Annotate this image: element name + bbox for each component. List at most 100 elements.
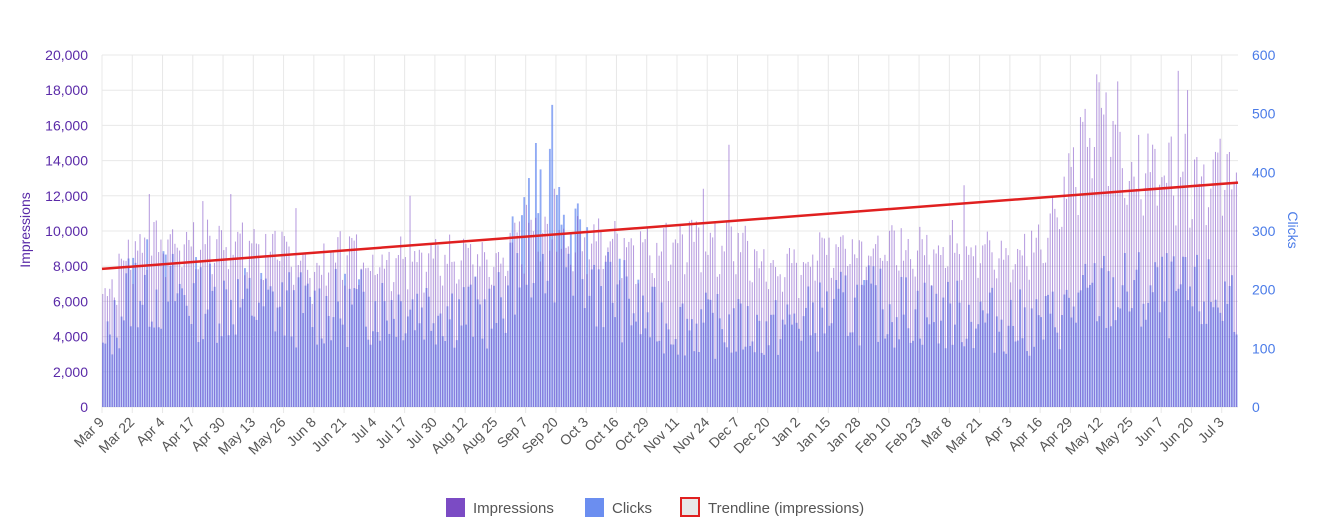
impressions-bar: [1049, 213, 1051, 407]
impressions-bar: [1228, 151, 1230, 407]
impressions-bar: [723, 251, 725, 407]
impressions-bar: [1142, 215, 1144, 407]
impressions-bar: [197, 269, 199, 407]
impressions-bar: [456, 283, 458, 407]
impressions-bar: [1210, 188, 1212, 407]
impressions-bar: [479, 266, 481, 407]
impressions-bar: [616, 233, 618, 407]
impressions-bar: [544, 216, 546, 407]
impressions-bar: [747, 240, 749, 407]
impressions-bar: [255, 243, 257, 407]
impressions-bar: [802, 262, 804, 407]
impressions-bar: [1196, 157, 1198, 407]
impressions-bar: [779, 274, 781, 407]
impressions-bar: [1145, 173, 1147, 407]
impressions-bar: [632, 245, 635, 407]
impressions-bar: [798, 298, 800, 407]
impressions-bar: [1114, 124, 1116, 408]
impressions-bar: [262, 280, 264, 407]
impressions-bar: [176, 247, 178, 407]
impressions-bar: [179, 250, 181, 407]
impressions-bar: [337, 237, 339, 407]
impressions-bar: [1047, 237, 1049, 407]
impressions-bar: [283, 236, 285, 407]
impressions-bar: [202, 201, 204, 407]
impressions-bar: [539, 261, 541, 407]
impressions-bar: [130, 269, 132, 407]
impressions-bar: [102, 293, 104, 407]
impressions-bar: [213, 262, 216, 407]
impressions-bar: [451, 261, 453, 407]
legend-item-impressions[interactable]: Impressions: [446, 498, 554, 517]
impressions-bar: [465, 243, 467, 407]
impressions-bar: [786, 253, 788, 407]
impressions-bar: [472, 264, 474, 407]
impressions-bar: [721, 245, 723, 407]
impressions-bar: [463, 238, 465, 407]
impressions-bar: [998, 258, 1000, 407]
impressions-bar: [416, 262, 418, 407]
impressions-bar: [290, 266, 292, 407]
impressions-bar: [781, 291, 784, 407]
impressions-bar: [556, 251, 558, 407]
impressions-bar: [1112, 120, 1114, 407]
impressions-bar: [232, 254, 234, 407]
impressions-bar: [926, 234, 928, 407]
impressions-bar: [1163, 175, 1165, 407]
impressions-bar: [328, 272, 330, 407]
impressions-bar: [700, 272, 702, 407]
impressions-bar: [1024, 233, 1026, 407]
impressions-bar: [963, 185, 965, 407]
impressions-bar: [351, 237, 353, 407]
impressions-bar: [809, 266, 811, 407]
impressions-bar: [737, 233, 739, 407]
impressions-bar: [749, 280, 751, 407]
impressions-bar: [819, 232, 821, 407]
impressions-bar: [807, 261, 809, 407]
impressions-bar: [903, 260, 905, 407]
impressions-bar: [572, 271, 574, 407]
impressions-bar: [977, 277, 979, 407]
impressions-bar: [321, 274, 323, 407]
impressions-bar: [1180, 177, 1182, 407]
impressions-bar: [607, 247, 609, 407]
y-left-axis-title: Impressions: [17, 192, 33, 267]
impressions-bar: [134, 241, 136, 407]
impressions-bar: [1021, 255, 1023, 407]
impressions-bar: [872, 248, 874, 407]
trendline: [101, 181, 1239, 271]
y-right-tick-label: 100: [1252, 340, 1276, 356]
impressions-bar: [958, 254, 960, 407]
impressions-bar: [1147, 133, 1149, 407]
impressions-bar: [549, 250, 551, 407]
impressions-bar: [428, 253, 430, 407]
impressions-bar: [1135, 188, 1137, 407]
impressions-bar: [828, 237, 830, 407]
impressions-bar: [1156, 205, 1158, 407]
impressions-bar: [1207, 207, 1210, 407]
impressions-bar: [886, 261, 888, 407]
legend-item-clicks[interactable]: Clicks: [585, 498, 652, 517]
impressions-bar: [851, 239, 853, 407]
impressions-bar: [500, 263, 502, 407]
impressions-bar: [537, 251, 539, 407]
impressions-bar: [877, 235, 879, 407]
impressions-bar: [823, 238, 825, 407]
y-left-tick-label: 16,000: [45, 117, 88, 133]
impressions-bar: [1091, 178, 1093, 407]
impressions-bar: [488, 276, 490, 407]
impressions-bar: [612, 238, 614, 407]
legend-item-trendline[interactable]: Trendline (impressions): [680, 497, 864, 517]
impressions-bar: [160, 239, 162, 407]
y-left-tick-label: 0: [80, 399, 88, 415]
impressions-bar: [1187, 90, 1189, 407]
impressions-bar: [304, 252, 306, 407]
impressions-bar: [511, 242, 513, 407]
impressions-bar: [293, 284, 295, 407]
impressions-bar: [1198, 183, 1200, 407]
y-right-tick-label: 0: [1252, 399, 1260, 415]
impressions-bar: [311, 303, 313, 407]
impressions-bar: [172, 229, 174, 407]
impressions-bar: [1212, 159, 1214, 407]
impressions-bar: [856, 258, 858, 407]
